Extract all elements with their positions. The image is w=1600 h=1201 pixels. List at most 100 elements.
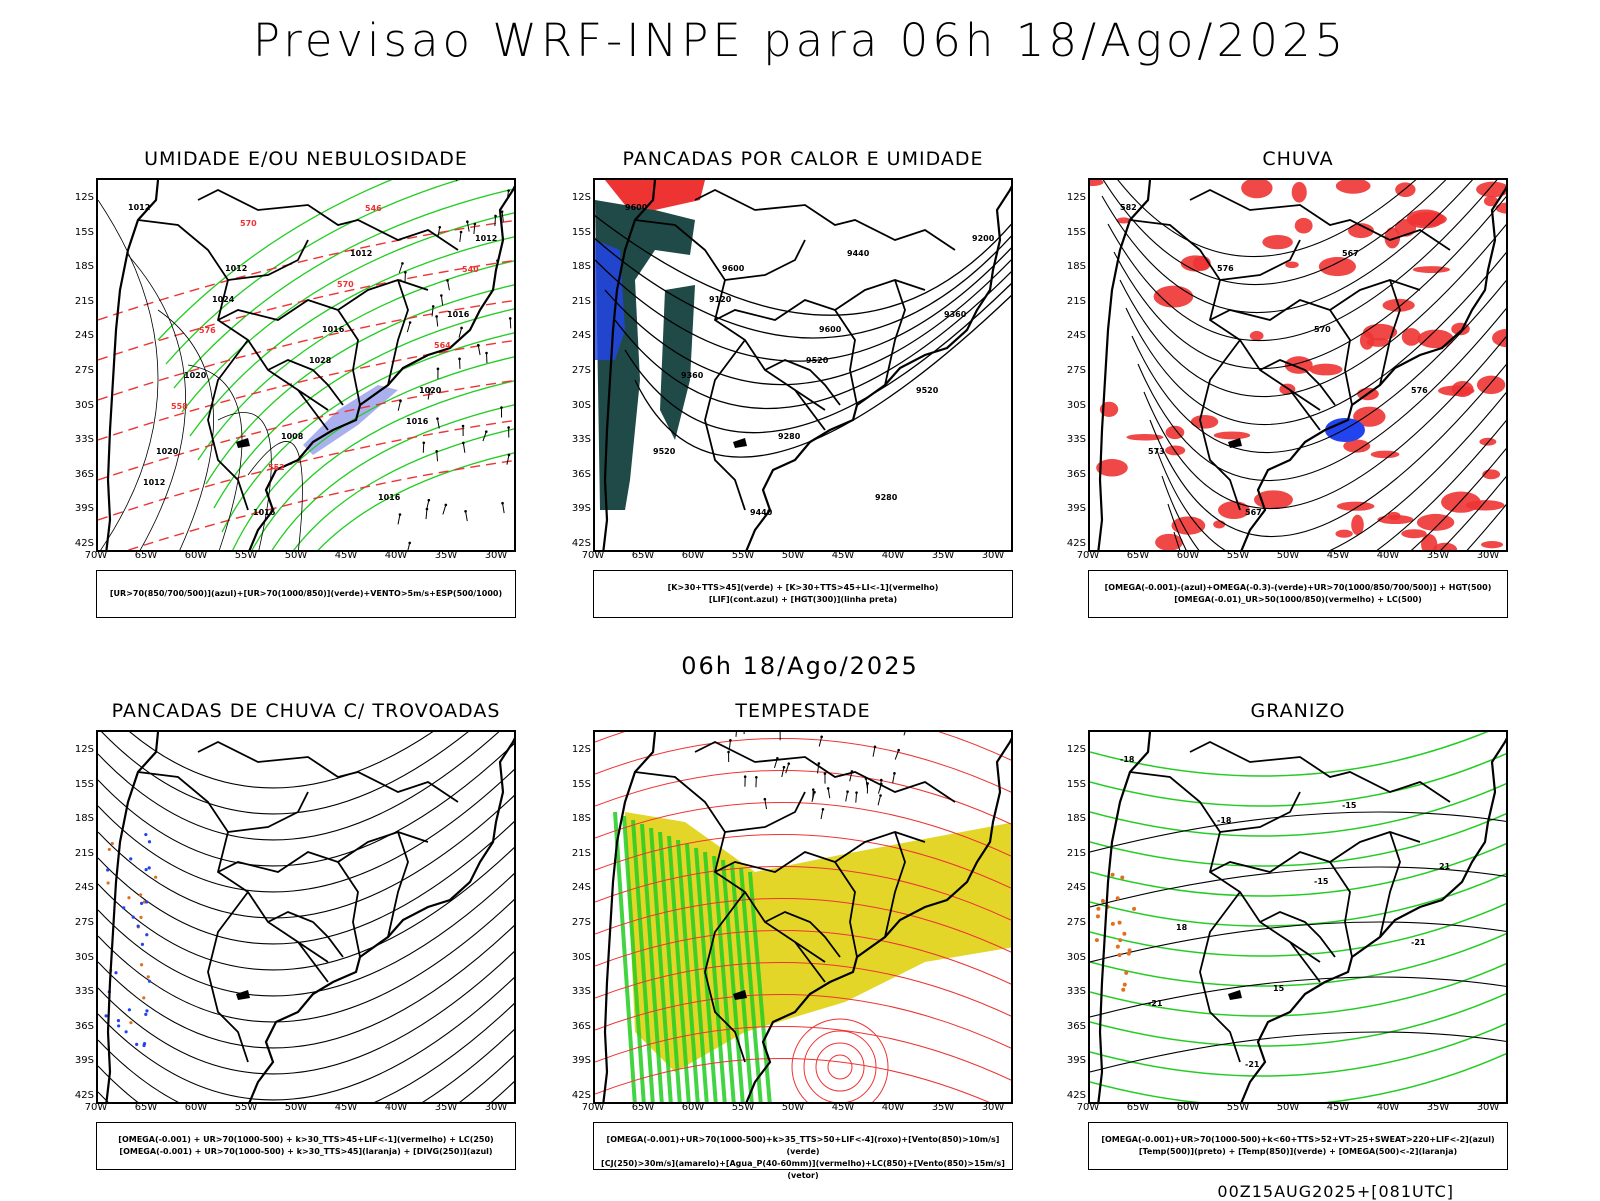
omega-area [1132,907,1136,911]
temp850-contour [1090,812,1508,866]
wind-vector-head [494,215,497,218]
wind-vector [478,345,480,355]
longitude-tick-label: 40W [381,550,411,561]
longitude-tick-label: 70W [1073,1102,1103,1113]
longitude-tick-label: 55W [231,550,261,561]
temp500-contour [1090,922,1508,962]
thickness-contour [98,460,516,552]
omega-area [1118,953,1122,957]
temp500-contour [1090,977,1508,1017]
wind-vector-head [507,189,510,192]
omega-area [1118,921,1122,925]
political-border [218,832,428,872]
lake-feature [236,990,250,1000]
latitude-tick-label: 42S [563,538,591,549]
panel-title: GRANIZO [1088,700,1508,722]
convective-cell [142,1044,145,1047]
longitude-tick-label: 55W [728,550,758,561]
wind-vector [437,451,438,461]
political-border [725,240,805,280]
wind-vector [398,515,400,525]
wind-vector-head [460,231,463,234]
wind-vector [443,505,446,515]
latitude-tick-label: 21S [563,848,591,859]
wind-vector [510,318,511,328]
contour-label: 1016 [378,493,401,502]
legend-line: [OMEGA(-0.001)-(azul)+OMEGA(-0.3)-(verde… [1089,582,1507,594]
longitude-tick-label: 35W [928,550,958,561]
longitude-tick-label: 65W [628,550,658,561]
contour-label: 1020 [156,447,179,456]
rain-area [1292,182,1307,203]
wind-vector-head [787,762,790,765]
latitude-tick-label: 33S [563,434,591,445]
latitude-tick-label: 33S [1058,986,1086,997]
latitude-tick-label: 18S [563,261,591,272]
panel-title: PANCADAS DE CHUVA C/ TROVOADAS [96,700,516,722]
convective-cell [125,1030,128,1033]
political-border [885,280,905,385]
latitude-tick-label: 15S [66,227,94,238]
wind-vector [423,443,424,453]
contour-label: 546 [365,204,382,213]
wind-vector-head [764,798,767,801]
political-border [298,862,360,982]
temp850-contour [1090,932,1508,986]
latitude-tick-label: 12S [563,192,591,203]
longitude-tick-label: 60W [181,550,211,561]
contour-label: -21 [1148,999,1163,1008]
wind-vector-head [458,358,461,361]
contour-label: 21 [1439,862,1451,871]
wind-vector-head [846,790,849,793]
wind-vector [782,767,784,777]
latitude-tick-label: 33S [66,986,94,997]
wind-vector [821,809,823,819]
streamline-250 [98,1078,516,1104]
convective-cell [140,963,143,966]
wind-vector-head [440,294,443,297]
latitude-tick-label: 33S [563,986,591,997]
latitude-tick-label: 12S [563,744,591,755]
lake-feature [1228,990,1242,1000]
latitude-tick-label: 21S [1058,296,1086,307]
contour-label: 1012 [350,249,372,258]
coastline [106,732,516,1104]
longitude-tick-label: 55W [728,1102,758,1113]
contour-label: 582 [1120,203,1137,212]
wind-vector-head [744,775,747,778]
wind-vector-head [422,441,425,444]
longitude-tick-label: 70W [578,550,608,561]
political-border [1380,832,1400,937]
longitude-tick-label: 55W [231,1102,261,1113]
longitude-tick-label: 30W [1473,1102,1503,1113]
map-graphic: 9600960096009520952094409440936093609280… [595,180,1013,552]
longitude-tick-label: 50W [281,1102,311,1113]
wind-vector-head [446,279,449,282]
convective-cell [106,868,109,871]
wind-vector-head [874,746,877,749]
convective-cell [145,933,148,936]
wind-vector [846,792,848,802]
longitude-tick-label: 65W [1123,550,1153,561]
panel-title: CHUVA [1088,148,1508,170]
political-border [1190,742,1450,802]
latitude-tick-label: 18S [1058,813,1086,824]
contour-label: 1020 [184,371,207,380]
political-border [1220,792,1300,832]
omega-area [1111,873,1115,877]
contour-label: 567 [1245,508,1262,517]
wind-vector-head [880,779,883,782]
omega-area [1101,899,1105,903]
latitude-tick-label: 12S [66,744,94,755]
wind-vector-head [827,787,830,790]
longitude-tick-label: 30W [481,550,511,561]
rain-area [1319,257,1356,276]
rain-area [1213,520,1225,528]
wind-vector [437,316,438,326]
convective-cell [144,833,147,836]
legend-line: [UR>70(850/700/500)](azul)+[UR>70(1000/8… [97,588,515,600]
wind-vector-head [818,762,821,765]
latitude-tick-label: 30S [1058,952,1086,963]
wind-vector-head [460,327,463,330]
